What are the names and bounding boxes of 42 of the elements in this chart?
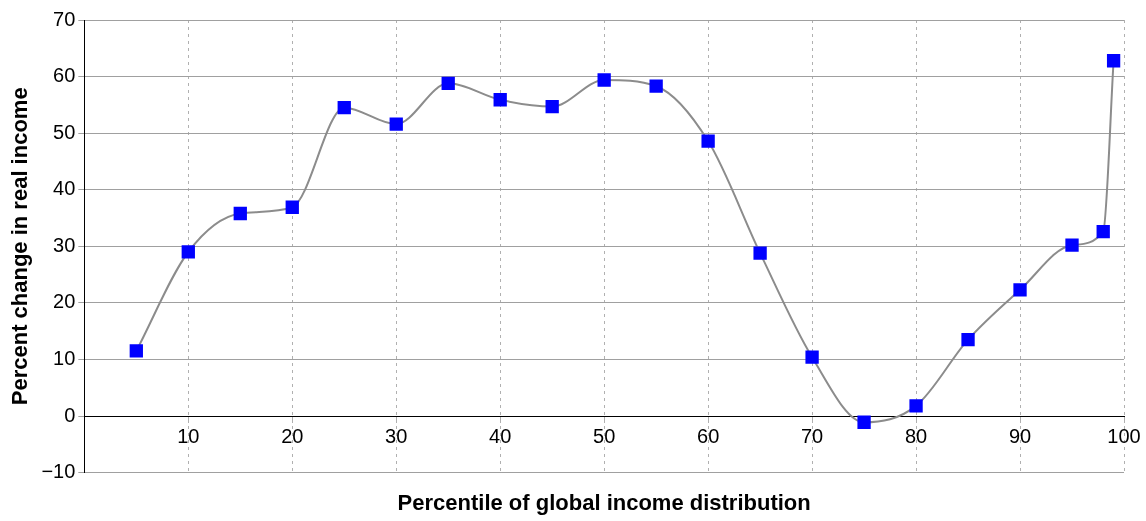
x-tick-label: 80	[904, 424, 928, 447]
x-tick-label: 100	[1107, 424, 1141, 447]
point	[285, 200, 299, 214]
x-tick-label: 70	[800, 424, 824, 447]
x-tick-label: 10	[177, 424, 200, 447]
y-tick-label: 20	[53, 290, 76, 313]
point	[181, 245, 195, 259]
point	[909, 399, 923, 413]
y-tick-label: 40	[53, 177, 76, 200]
point	[129, 344, 143, 358]
point	[493, 93, 507, 107]
point	[597, 73, 611, 87]
x-tick-label: 90	[1008, 424, 1032, 447]
point	[441, 76, 455, 91]
y-tick-label: 50	[53, 120, 76, 143]
point	[1013, 283, 1027, 297]
y-axis-title: Percent change in real income	[7, 87, 33, 406]
y-tick-label: 30	[53, 233, 76, 256]
x-tick-label: 50	[593, 424, 616, 447]
x-tick-label: 60	[697, 424, 720, 447]
point	[701, 134, 715, 148]
x-tick-label: 30	[385, 424, 408, 447]
y-tick-label: 60	[53, 64, 76, 87]
x-axis-title: Percentile of global income distribution	[397, 489, 811, 515]
point	[1065, 238, 1079, 252]
point	[545, 99, 559, 114]
x-tick-label: 40	[489, 424, 512, 447]
point	[389, 117, 403, 131]
point	[1096, 224, 1110, 239]
point	[337, 101, 351, 115]
point	[753, 246, 767, 260]
x-tick-label: 20	[281, 424, 304, 447]
point	[961, 332, 975, 347]
point	[857, 415, 871, 429]
point	[805, 350, 819, 364]
point	[233, 206, 247, 221]
point	[649, 79, 663, 93]
y-tick-label: −10	[41, 460, 76, 483]
y-tick-label: 70	[53, 7, 76, 30]
point	[1106, 54, 1121, 68]
y-tick-label: 0	[64, 403, 76, 426]
y-tick-label: 10	[53, 346, 76, 369]
